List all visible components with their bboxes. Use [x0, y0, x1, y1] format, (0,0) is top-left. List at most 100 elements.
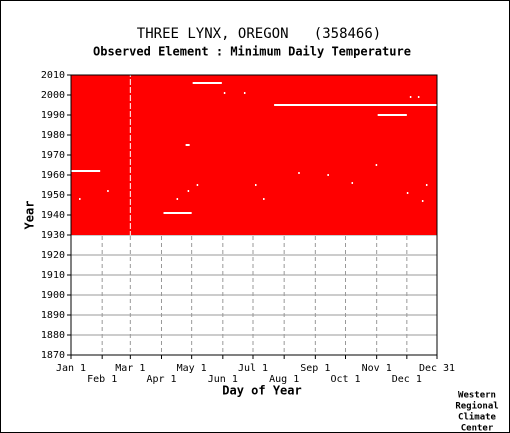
x-tick-label: Jun 1 [208, 374, 238, 385]
y-axis-label: Year [23, 201, 37, 230]
x-tick-label: Mar 1 [115, 363, 145, 374]
leap-day-gap [129, 83, 131, 85]
leap-day-gap [129, 75, 131, 77]
leap-day-gap [129, 111, 131, 113]
gap [243, 92, 246, 94]
credit-line: Western [458, 391, 496, 401]
leap-day-gap [129, 231, 131, 233]
leap-day-gap [129, 95, 131, 97]
y-tick-label: 1910 [41, 270, 65, 281]
leap-day-gap [129, 129, 131, 131]
leap-day-gap [129, 105, 131, 107]
leap-day-gap [129, 147, 131, 149]
gap [71, 170, 101, 172]
gap [409, 96, 412, 98]
leap-day-gap [129, 153, 131, 155]
gap [298, 172, 300, 174]
gap [421, 200, 424, 202]
leap-day-gap [129, 201, 131, 203]
y-tick-label: 1970 [41, 150, 65, 161]
leap-day-gap [129, 187, 131, 189]
leap-day-gap [129, 79, 131, 81]
leap-day-gap [129, 113, 131, 115]
x-tick-label: May 1 [177, 363, 207, 374]
leap-day-gap [129, 161, 131, 163]
chart-subtitle: Observed Element : Minimum Daily Tempera… [93, 45, 411, 59]
gap [327, 174, 329, 176]
leap-day-gap [129, 119, 131, 121]
leap-day-gap [129, 87, 131, 89]
gap [274, 104, 437, 106]
x-tick-label: Jan 1 [56, 363, 86, 374]
leap-day-gap [129, 195, 131, 197]
y-tick-label: 1960 [41, 170, 65, 181]
gap [192, 82, 222, 84]
gap [406, 192, 409, 194]
x-tick-label: Dec 31 [419, 363, 455, 374]
leap-day-gap [129, 127, 131, 129]
leap-day-gap [129, 175, 131, 177]
leap-day-gap [129, 179, 131, 181]
leap-day-gap [129, 89, 131, 91]
leap-day-gap [129, 137, 131, 139]
leap-day-gap [129, 209, 131, 211]
y-tick-label: 1930 [41, 230, 65, 241]
leap-day-gap [129, 115, 131, 117]
chart-title: THREE LYNX, OREGON (358466) [137, 26, 381, 42]
leap-day-gap [129, 199, 131, 201]
y-tick-label: 1990 [41, 110, 65, 121]
leap-day-gap [129, 135, 131, 137]
leap-day-gap [129, 177, 131, 179]
leap-day-gap [129, 151, 131, 153]
gap [417, 96, 420, 98]
gap [163, 212, 192, 214]
gap [79, 198, 81, 200]
leap-day-gap [129, 81, 131, 83]
gap [377, 114, 407, 116]
x-tick-label: Dec 1 [392, 374, 422, 385]
leap-day-gap [129, 215, 131, 217]
gap [375, 164, 378, 166]
leap-day-gap [129, 211, 131, 213]
coverage-block [71, 75, 437, 235]
x-tick-label: Oct 1 [330, 374, 360, 385]
gap [196, 184, 199, 186]
leap-day-gap [129, 193, 131, 195]
x-tick-label: Feb 1 [87, 374, 117, 385]
leap-day-gap [129, 139, 131, 141]
gap [255, 184, 257, 186]
leap-day-gap [129, 131, 131, 133]
x-tick-label: Nov 1 [362, 363, 392, 374]
plot-border [70, 74, 438, 356]
y-tick-label: 1950 [41, 190, 65, 201]
leap-day-gap [129, 191, 131, 193]
y-tick-label: 1900 [41, 290, 65, 301]
y-tick-label: 2010 [41, 70, 65, 81]
leap-day-gap [129, 203, 131, 205]
leap-day-gap [129, 217, 131, 219]
leap-day-gap [129, 171, 131, 173]
x-tick-label: Aug 1 [269, 374, 299, 385]
leap-day-gap [129, 159, 131, 161]
leap-day-gap [129, 143, 131, 145]
y-tick-label: 1920 [41, 250, 65, 261]
leap-day-gap [129, 219, 131, 221]
leap-day-gap [129, 145, 131, 147]
leap-day-gap [129, 91, 131, 93]
gap [107, 190, 109, 192]
leap-day-gap [129, 97, 131, 99]
gap [351, 182, 354, 184]
leap-day-gap [129, 233, 131, 235]
leap-day-gap [129, 169, 131, 171]
gap [425, 184, 428, 186]
leap-day-gap [129, 185, 131, 187]
credit-line: Regional [455, 401, 498, 412]
leap-day-gap [129, 155, 131, 157]
x-tick-label: Apr 1 [146, 374, 176, 385]
leap-day-gap [129, 227, 131, 229]
y-tick-label: 2000 [41, 90, 65, 101]
leap-day-gap [129, 225, 131, 227]
y-tick-label: 1870 [41, 350, 65, 361]
y-tick-label: 1980 [41, 130, 65, 141]
